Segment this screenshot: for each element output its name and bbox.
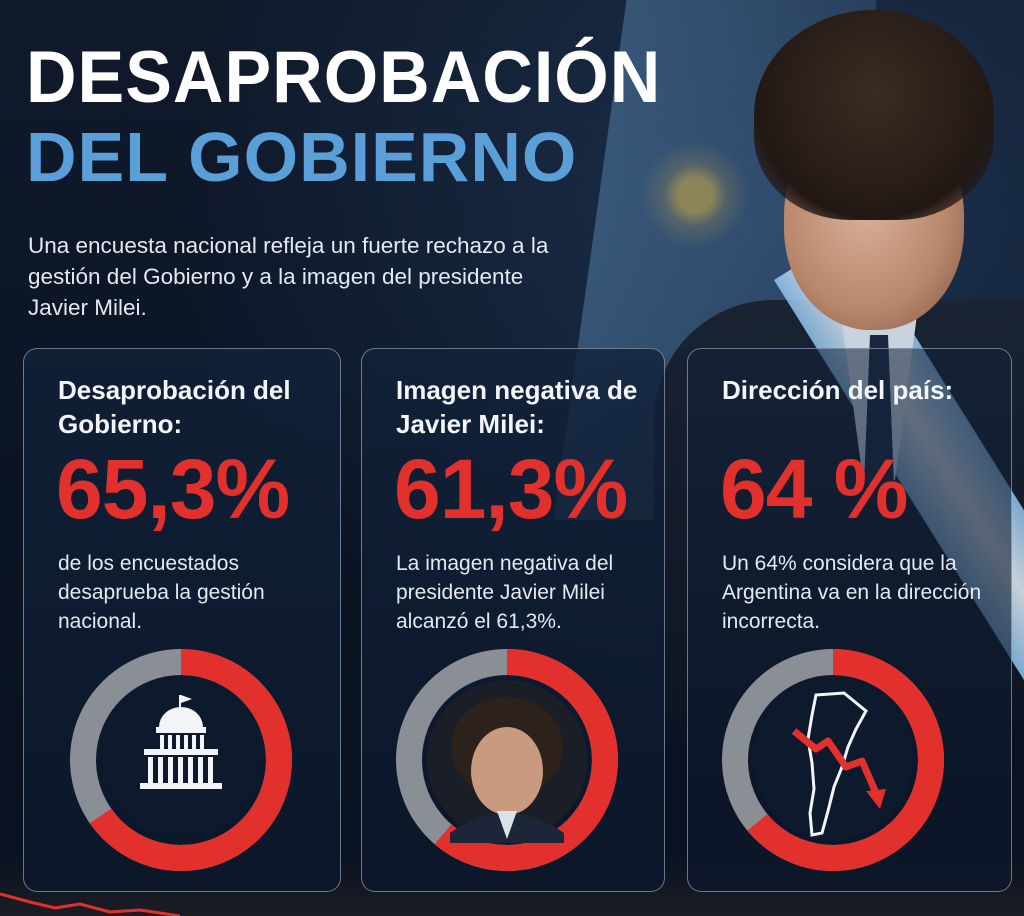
- donut-fill-segment: [70, 649, 292, 871]
- card-description: La imagen negativa del presidente Javier…: [396, 552, 614, 633]
- president-portrait: [450, 697, 564, 843]
- intro-text: Una encuesta nacional refleja un fuerte …: [28, 233, 549, 320]
- sun-of-may-emblem: [640, 140, 750, 250]
- page-title: DESAPROBACIÓN: [26, 36, 662, 118]
- argentina-map-icon: [806, 691, 868, 837]
- card-description: de los encuestados desaprueba la gestión…: [58, 552, 265, 633]
- decorative-trend-line: [0, 892, 180, 916]
- stat-card-government-disapproval: Desaprobación del Gobierno: 65,3% de los…: [23, 348, 341, 892]
- down-trend-arrow-icon: [791, 728, 886, 809]
- donut-chart: [70, 649, 292, 871]
- donut-fill-segment: [722, 649, 944, 871]
- donut-chart: [396, 649, 618, 871]
- card-percentage: 65,3%: [56, 442, 290, 536]
- card-description: Un 64% considera que la Argentina va en …: [722, 552, 982, 633]
- stat-card-country-direction: Dirección del país: 64 % Un 64% consider…: [687, 348, 1012, 892]
- card-percentage: 64 %: [720, 442, 908, 536]
- card-heading: Desaprobación del Gobierno:: [58, 375, 291, 439]
- donut-center: [753, 680, 913, 840]
- page-title-second-line: DEL GOBIERNO: [26, 118, 578, 196]
- card-heading: Imagen negativa de Javier Milei:: [396, 375, 638, 439]
- card-heading: Dirección del país:: [722, 375, 954, 405]
- donut-chart: [722, 649, 944, 871]
- government-building-icon: [140, 695, 222, 789]
- card-percentage: 61,3%: [394, 442, 628, 536]
- stat-card-negative-image: Imagen negativa de Javier Milei: 61,3% L…: [361, 348, 665, 892]
- donut-fill-segment: [396, 649, 618, 871]
